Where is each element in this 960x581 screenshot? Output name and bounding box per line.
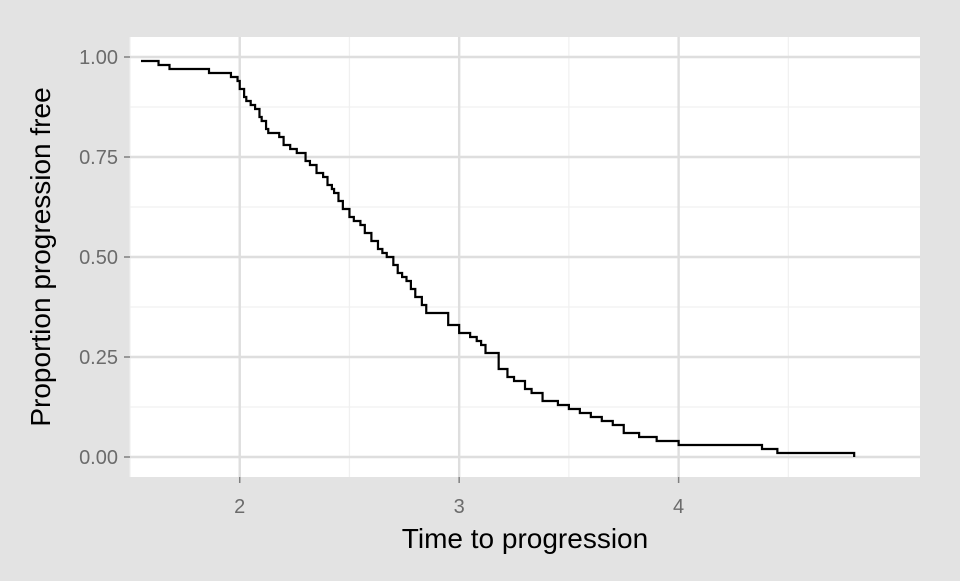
x-axis-ticks: 2 3 4 <box>234 477 684 518</box>
x-tick-label: 4 <box>673 496 684 518</box>
y-tick-label: 0.50 <box>79 247 118 269</box>
y-tick-label: 0.25 <box>79 347 118 369</box>
survival-step-line <box>140 59 856 457</box>
x-tick-label: 2 <box>234 496 245 518</box>
series-layer <box>140 59 856 457</box>
x-axis-title: Time to progression <box>402 523 648 554</box>
y-tick-label: 1.00 <box>79 47 118 69</box>
y-axis-ticks: 0.00 0.25 0.50 0.75 1.00 <box>79 47 130 469</box>
x-tick-label: 3 <box>454 496 465 518</box>
y-tick-label: 0.00 <box>79 447 118 469</box>
y-tick-label: 0.75 <box>79 147 118 169</box>
major-gridlines <box>130 37 920 477</box>
y-axis-title: Proportion progression free <box>25 87 56 426</box>
